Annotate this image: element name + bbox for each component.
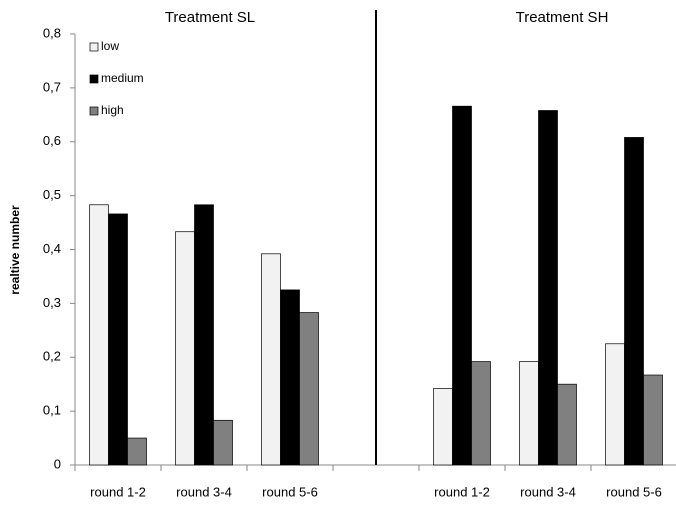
bar bbox=[280, 289, 300, 466]
bar bbox=[89, 204, 109, 466]
bar bbox=[605, 343, 625, 466]
y-tick-label: 0,1 bbox=[43, 403, 61, 418]
group-title: Treatment SH bbox=[516, 9, 609, 26]
legend-swatch bbox=[89, 106, 99, 116]
bar bbox=[433, 388, 453, 466]
bar bbox=[194, 204, 214, 466]
bar bbox=[213, 419, 233, 466]
x-tick-label: round 1-2 bbox=[90, 484, 146, 499]
bar bbox=[261, 253, 281, 466]
bar bbox=[175, 231, 195, 466]
x-tick-label: round 5-6 bbox=[262, 484, 318, 499]
y-tick-label: 0,7 bbox=[43, 79, 61, 94]
x-tick-label: round 1-2 bbox=[434, 484, 490, 499]
legend-label: low bbox=[101, 39, 119, 53]
y-tick-label: 0,2 bbox=[43, 349, 61, 364]
group-title: Treatment SL bbox=[165, 9, 255, 26]
bar bbox=[557, 383, 577, 466]
bar bbox=[127, 437, 147, 466]
legend-label: high bbox=[101, 103, 124, 117]
y-tick-label: 0 bbox=[54, 456, 61, 471]
bar bbox=[624, 137, 644, 466]
bar bbox=[108, 213, 128, 466]
bar bbox=[452, 105, 472, 466]
y-axis-label: realtive number bbox=[8, 205, 22, 295]
bar bbox=[299, 312, 319, 466]
x-tick-label: round 3-4 bbox=[176, 484, 232, 499]
legend-label: medium bbox=[101, 71, 144, 85]
y-tick-label: 0,6 bbox=[43, 133, 61, 148]
bar bbox=[519, 361, 539, 466]
bar bbox=[643, 374, 663, 466]
legend-swatch bbox=[89, 42, 99, 52]
y-tick-label: 0,5 bbox=[43, 187, 61, 202]
x-tick-label: round 3-4 bbox=[520, 484, 576, 499]
x-tick-label: round 5-6 bbox=[606, 484, 662, 499]
bar bbox=[538, 110, 558, 466]
y-tick-label: 0,8 bbox=[43, 25, 61, 40]
y-tick-label: 0,4 bbox=[43, 241, 61, 256]
bar bbox=[471, 361, 491, 466]
y-tick-label: 0,3 bbox=[43, 295, 61, 310]
legend-swatch bbox=[89, 74, 99, 84]
